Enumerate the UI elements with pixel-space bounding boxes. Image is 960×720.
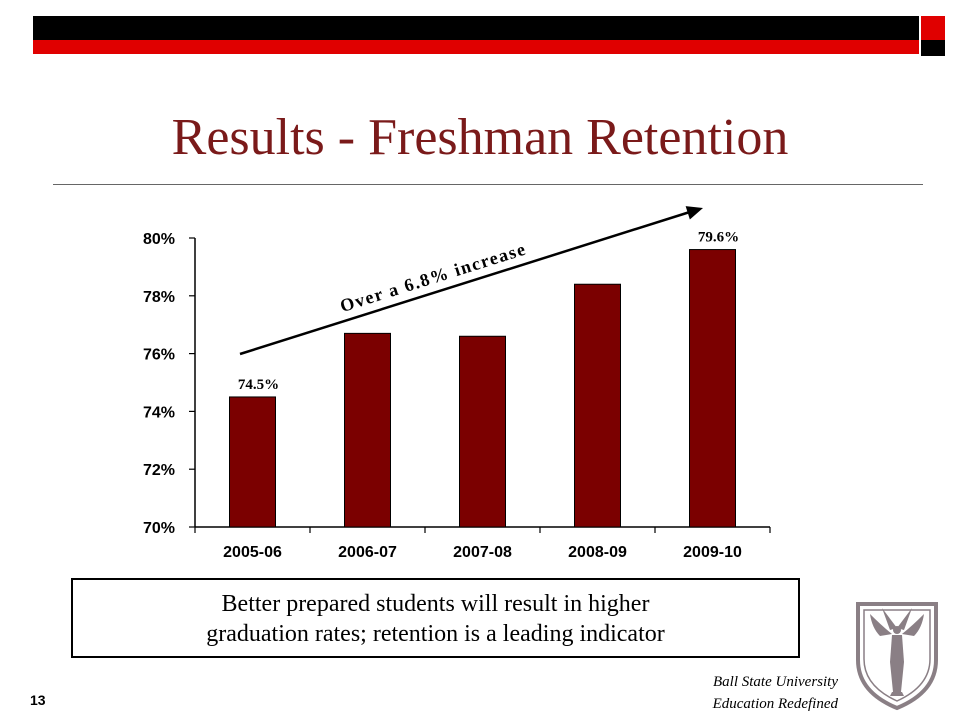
slide-title: Results - Freshman Retention	[171, 109, 789, 166]
footer-tagline: Education Redefined	[712, 696, 838, 712]
bar	[229, 396, 276, 528]
y-tick-label: 74%	[143, 404, 175, 421]
bar	[689, 249, 736, 528]
bar	[344, 332, 391, 528]
header-red-band	[33, 40, 919, 54]
annotation-label: Over a 6.8% increase	[338, 239, 529, 317]
y-tick-label: 72%	[143, 462, 175, 479]
data-label: 79.6%	[698, 230, 739, 246]
trend-arrow-line	[239, 209, 694, 356]
callout-box: Better prepared students will result in …	[71, 578, 800, 658]
callout-line-2: graduation rates; retention is a leading…	[206, 621, 665, 647]
bar	[574, 283, 621, 528]
callout-line-1: Better prepared students will result in …	[221, 591, 650, 617]
y-tick-label: 76%	[143, 347, 175, 364]
footer-text: Ball State University Education Redefine…	[600, 671, 838, 715]
x-tick-label: 2007-08	[453, 544, 512, 561]
y-tick-label: 70%	[143, 520, 175, 537]
x-tick-label: 2005-06	[223, 544, 282, 561]
y-tick-label: 78%	[143, 289, 175, 306]
data-label: 74.5%	[238, 377, 279, 393]
ball-state-university-shield-icon	[856, 602, 938, 711]
x-tick-label: 2009-10	[683, 544, 742, 561]
bar	[459, 335, 506, 528]
header-black-square	[921, 40, 945, 56]
title-divider	[53, 184, 923, 185]
y-tick-label: 80%	[143, 231, 175, 248]
header-red-square	[921, 16, 945, 40]
trend-arrow-head	[685, 206, 703, 220]
x-tick-label: 2006-07	[338, 544, 397, 561]
slide-number: 13	[30, 692, 46, 708]
x-tick-label: 2008-09	[568, 544, 627, 561]
footer-university: Ball State University	[713, 674, 838, 690]
header-black-band	[33, 16, 919, 40]
